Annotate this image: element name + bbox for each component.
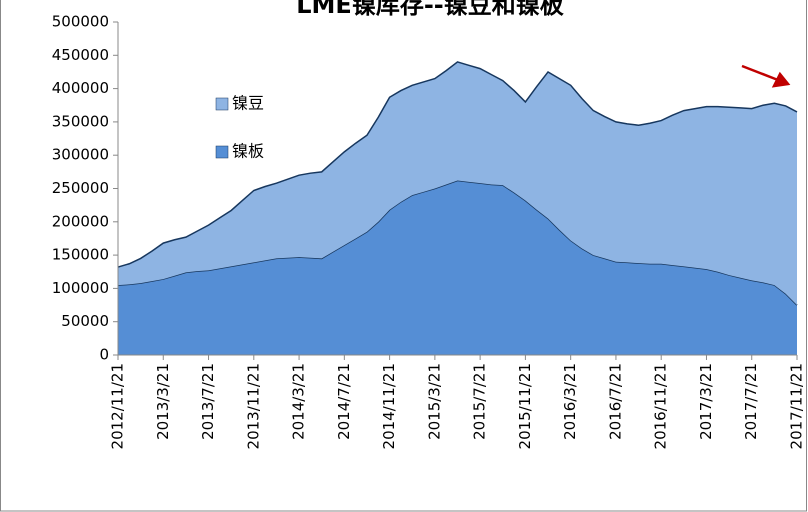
y-tick-label: 350000 [52, 112, 109, 130]
x-tick-label: 2013/3/21 [154, 363, 172, 440]
y-tick-label: 50000 [61, 312, 109, 330]
y-tick-label: 0 [99, 346, 109, 364]
area-edge [117, 61, 798, 268]
legend-label: 镍豆 [232, 94, 264, 113]
x-tick-label: 2014/7/21 [335, 363, 353, 440]
x-tick-label: 2016/11/21 [652, 363, 670, 449]
x-tick-label: 2016/7/21 [606, 363, 624, 440]
x-tick-label: 2017/7/21 [742, 363, 760, 440]
y-tick-label: 300000 [52, 146, 109, 164]
x-tick-label: 2017/11/21 [788, 363, 806, 449]
area [118, 180, 797, 355]
x-tick-label: 2015/11/21 [516, 363, 534, 449]
chart-title: LME镍库存--镍豆和镍板 [296, 0, 564, 19]
x-tick-label: 2013/11/21 [244, 363, 262, 449]
legend-swatch [215, 97, 229, 111]
y-tick-label: 500000 [52, 13, 109, 31]
y-tick-label: 200000 [52, 212, 109, 230]
x-tick-label: 2017/3/21 [697, 363, 715, 440]
x-tick-label: 2015/3/21 [425, 363, 443, 440]
x-tick-label: 2014/11/21 [380, 363, 398, 449]
y-tick-label: 150000 [52, 246, 109, 264]
area [118, 61, 797, 306]
x-tick-label: 2014/3/21 [290, 363, 308, 440]
y-tick-label: 250000 [52, 179, 109, 197]
legend-label: 镍板 [232, 142, 264, 161]
x-tick-label: 2012/11/21 [109, 363, 127, 449]
legend-swatch [215, 145, 229, 159]
y-tick-label: 100000 [52, 279, 109, 297]
x-tick-label: 2016/3/21 [561, 363, 579, 440]
x-tick-label: 2013/7/21 [199, 363, 217, 440]
y-tick-label: 450000 [52, 46, 109, 64]
x-tick-label: 2015/7/21 [471, 363, 489, 440]
y-tick-label: 400000 [52, 79, 109, 97]
